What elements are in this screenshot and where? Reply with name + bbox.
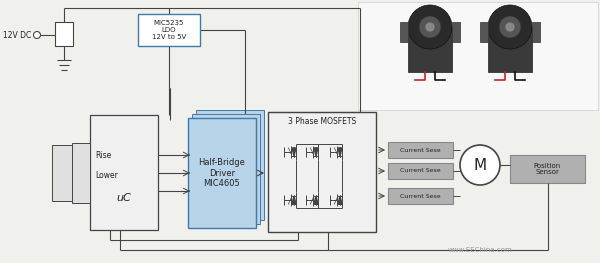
Text: Current Sese: Current Sese [400,169,441,174]
Circle shape [408,5,452,49]
Polygon shape [314,148,318,156]
Circle shape [419,16,441,38]
Text: Current Sese: Current Sese [400,148,441,153]
Bar [196,110,264,220]
Text: Half-Bridge
Driver
MIC4605: Half-Bridge Driver MIC4605 [199,158,245,188]
Circle shape [505,22,515,32]
Bar [358,2,598,110]
Bar [510,155,585,183]
Text: MIC5235
LDO
12V to 5V: MIC5235 LDO 12V to 5V [152,20,186,40]
Bar [268,112,376,232]
Polygon shape [338,148,342,156]
Circle shape [425,22,435,32]
Bar [532,22,540,42]
Bar [480,22,488,42]
Bar [388,163,453,179]
Bar [452,22,460,42]
Bar [388,188,453,204]
Polygon shape [292,148,296,156]
Bar [188,118,256,228]
Bar [488,27,532,72]
Circle shape [499,16,521,38]
Circle shape [460,145,500,185]
Bar [408,27,452,72]
Bar [138,14,200,46]
Text: Lower: Lower [95,170,118,180]
Text: Rise: Rise [95,150,111,159]
Bar [192,114,260,224]
Bar [400,22,408,42]
Text: Current Sese: Current Sese [400,194,441,199]
Circle shape [34,32,41,38]
Text: M: M [473,158,487,173]
Polygon shape [314,196,318,204]
Text: Position
Sensor: Position Sensor [534,163,561,175]
Text: 3 Phase MOSFETS: 3 Phase MOSFETS [288,117,356,125]
Bar [52,145,72,201]
Polygon shape [292,196,296,204]
Text: 12V DC: 12V DC [3,31,31,39]
Circle shape [488,5,532,49]
Bar [90,115,158,230]
Bar [55,22,73,46]
Polygon shape [338,196,342,204]
Text: uC: uC [116,193,131,203]
Bar [388,142,453,158]
Text: www.EEChina.com: www.EEChina.com [448,247,512,253]
Bar [72,143,90,203]
